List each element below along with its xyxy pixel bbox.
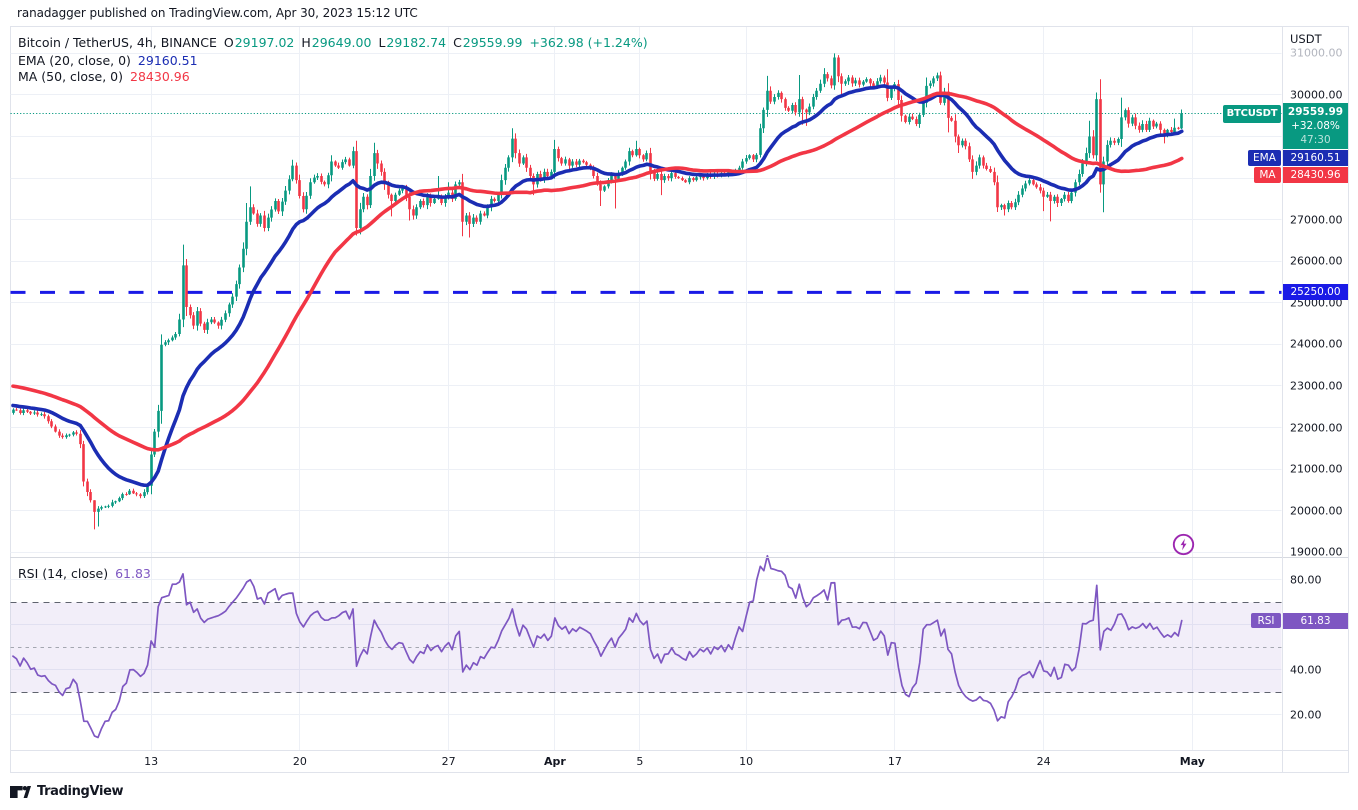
symbol-name-badge: BTCUSDT <box>1223 105 1281 123</box>
price-axis-label: 19000.00 <box>1290 545 1343 559</box>
ema-legend-row: EMA (20, close, 0) 29160.51 <box>18 53 198 68</box>
price-axis-label: 24000.00 <box>1290 337 1343 351</box>
time-axis-label: May <box>1179 755 1205 768</box>
ohlc-low-value: 29182.74 <box>386 35 447 50</box>
price-axis-label: 20000.00 <box>1290 504 1343 518</box>
price-axis-label: 27000.00 <box>1290 213 1343 227</box>
ma-name-badge: MA <box>1254 167 1281 183</box>
time-axis-label: 27 <box>441 755 456 768</box>
rsi-axis-label: 40.00 <box>1290 663 1322 677</box>
rsi-axis-label: 80.00 <box>1290 573 1322 587</box>
price-gridlines <box>10 53 1282 553</box>
time-axis-label: Apr <box>543 755 566 768</box>
price-axis-label: 22000.00 <box>1290 421 1343 434</box>
symbol-price-box: 29559.99 +32.08% 47:30 <box>1283 103 1348 149</box>
tradingview-wordmark[interactable]: TradingView <box>37 784 124 799</box>
time-axis-label: 17 <box>887 755 902 768</box>
price-axis-label: 23000.00 <box>1290 379 1343 393</box>
ema-price-badge: 29160.51 <box>1283 149 1348 166</box>
tradingview-logo-icon[interactable] <box>10 785 31 798</box>
ohlc-close-value: 29559.99 <box>462 35 523 50</box>
down-candle-bodies <box>15 57 1180 512</box>
rsi-legend-value: 61.83 <box>115 566 151 581</box>
ohlc-high-value: 29649.00 <box>311 35 372 50</box>
up-candle-wicks <box>13 53 1182 527</box>
time-axis-label: 10 <box>739 755 754 768</box>
footer: TradingView <box>10 784 124 799</box>
ma-price-badge: 28430.96 <box>1283 166 1348 183</box>
time-axis-label: 24 <box>1036 755 1051 768</box>
symbol-title[interactable]: Bitcoin / TetherUS, 4h, BINANCE <box>18 35 217 50</box>
time-axis-label: 5 <box>636 755 644 768</box>
time-axis-label: 20 <box>292 755 307 768</box>
lightning-bolt-icon <box>1180 538 1187 551</box>
price-axis-unit: USDT <box>1290 32 1322 46</box>
flash-circle <box>1172 533 1195 556</box>
price-axis-label: 21000.00 <box>1290 462 1343 476</box>
ohlc-open-value: 29197.02 <box>234 35 295 50</box>
publish-caption: ranadagger published on TradingView.com,… <box>17 6 418 20</box>
price-axis-label: 30000.00 <box>1290 88 1343 102</box>
time-axis-label: 13 <box>144 755 159 768</box>
price-axis-label: 31000.00 <box>1290 46 1343 60</box>
ohlc-change: +362.98 (+1.24%) <box>529 35 648 50</box>
ema-legend-label[interactable]: EMA (20, close, 0) <box>18 52 131 68</box>
rsi-value-badge: 61.83 <box>1283 612 1348 629</box>
rsi-legend-label[interactable]: RSI (14, close) <box>18 566 109 581</box>
alert-level-badge: 25250.00 <box>1283 284 1348 301</box>
ema-name-badge: EMA <box>1248 150 1281 166</box>
ema-legend-value: 29160.51 <box>137 52 198 68</box>
symbol-price-value: 29559.99 <box>1287 106 1344 118</box>
ohlc-open-label: O <box>223 35 234 50</box>
ma-legend-row: MA (50, close, 0) 28430.96 <box>18 69 190 84</box>
chart-canvas[interactable] <box>10 26 1349 773</box>
ohlc-close-label: C <box>453 35 462 50</box>
ma-line <box>11 91 1184 452</box>
rsi-gridlines <box>10 579 1282 715</box>
bar-countdown: 47:30 <box>1300 134 1331 146</box>
flash-reaction-button[interactable] <box>1172 533 1195 556</box>
main-legend-row: Bitcoin / TetherUS, 4h, BINANCE O29197.02… <box>18 35 648 50</box>
ohlc-low-label: L <box>378 35 386 50</box>
symbol-price-change: +32.08% <box>1291 120 1340 132</box>
ohlc-high-label: H <box>301 35 311 50</box>
rsi-name-badge: RSI <box>1251 613 1281 628</box>
rsi-line <box>12 554 1183 739</box>
rsi-axis-label: 20.00 <box>1290 708 1322 722</box>
price-axis-label: 26000.00 <box>1290 254 1343 268</box>
rsi-legend-row: RSI (14, close) 61.83 <box>18 566 151 581</box>
ema-line <box>11 84 1184 488</box>
ma-legend-value: 28430.96 <box>130 68 190 84</box>
ma-legend-label[interactable]: MA (50, close, 0) <box>18 68 124 84</box>
candles <box>12 53 1183 530</box>
date-gridlines <box>151 27 1193 750</box>
